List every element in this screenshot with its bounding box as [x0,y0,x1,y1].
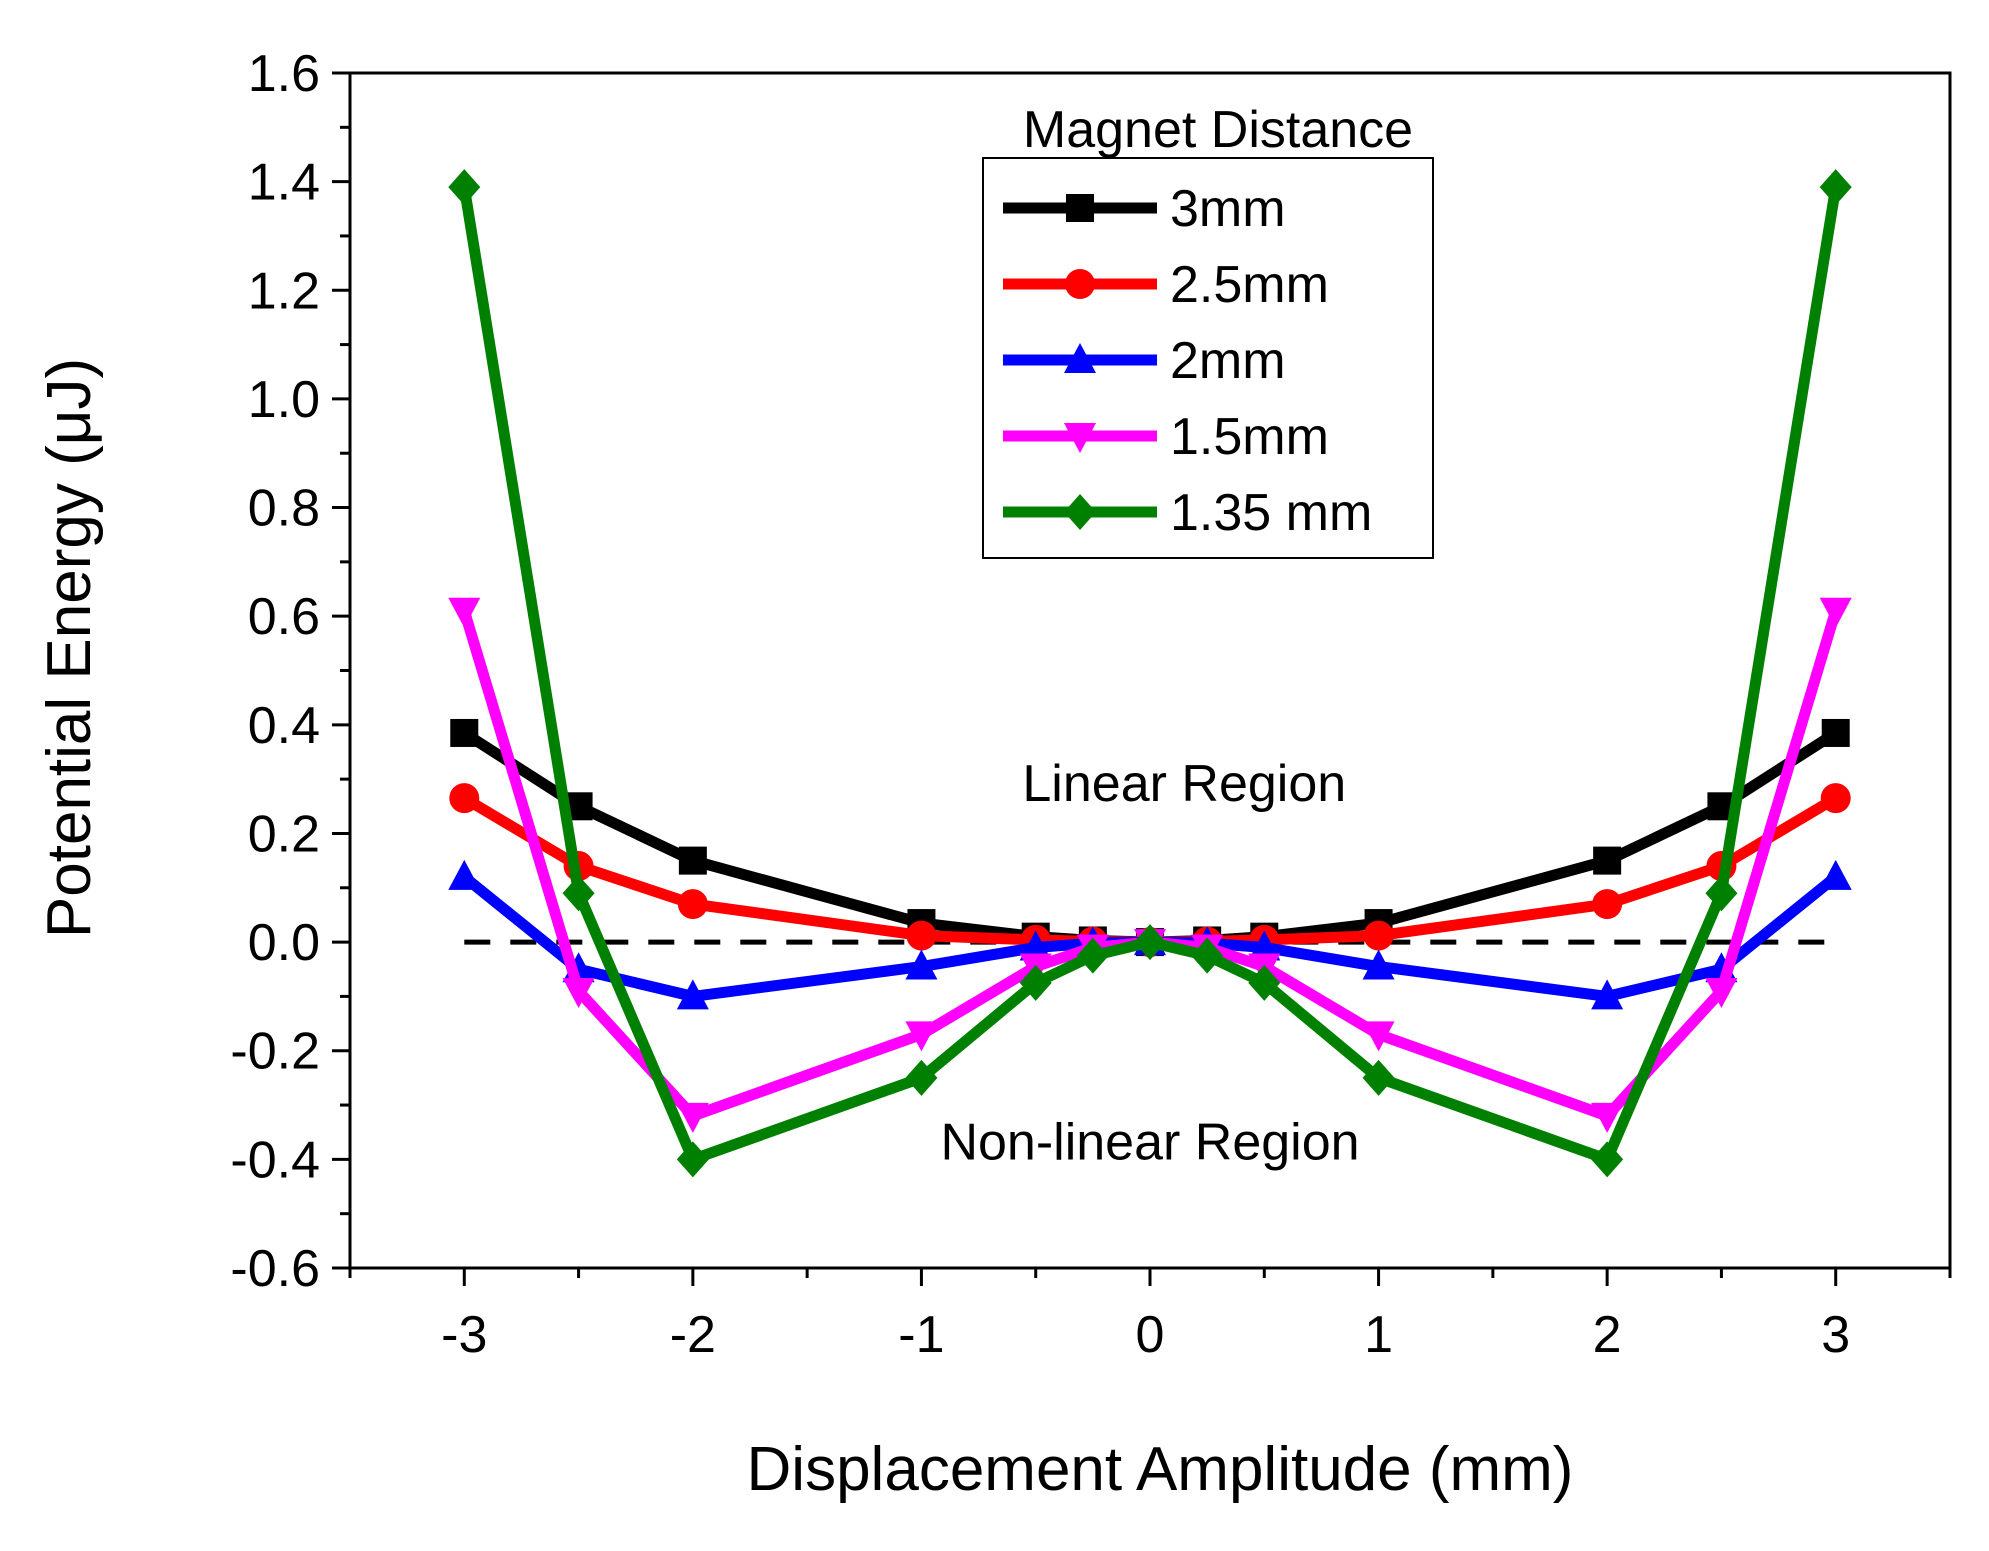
data-point [1593,846,1622,875]
x-tick-label: -3 [441,1306,487,1364]
series-1-35mm [448,169,1852,1178]
data-point [906,920,937,951]
data-point [448,859,481,890]
data-point [562,875,595,912]
legend-marker [1066,194,1094,222]
data-point [1363,920,1394,951]
x-tick-label: 1 [1364,1306,1393,1364]
data-point [676,979,709,1010]
data-point [1705,977,1738,1008]
data-point [1362,1059,1395,1096]
data-point [676,1102,709,1133]
legend-label: 3mm [1170,180,1286,238]
legend-marker [1065,269,1095,299]
data-point [450,718,479,747]
annotation-linear-region: Linear Region [1022,755,1346,813]
y-tick-label: 0.6 [248,588,320,646]
data-point [905,1059,938,1096]
data-point [1591,1102,1624,1133]
data-point [1821,718,1850,747]
data-point [676,1141,709,1178]
x-tick-label: -1 [898,1306,944,1364]
data-point [1019,930,1052,961]
legend-marker [1064,423,1096,453]
data-point [1591,1141,1624,1178]
data-point [1820,783,1851,814]
legend-title: Magnet Distance [1023,101,1413,159]
x-tick-label: 3 [1821,1306,1850,1364]
data-point [1819,859,1852,890]
data-point [1819,597,1852,628]
series-1-5mm [448,597,1852,1133]
data-point [449,783,480,814]
data-point [905,949,938,980]
y-tick-label: 1.6 [248,45,320,103]
data-point [905,1021,938,1052]
y-tick-label: 1.4 [248,154,320,212]
y-tick-label: 0.8 [248,480,320,538]
y-tick-label: 1.0 [248,371,320,429]
y-tick-label: 0.0 [248,914,320,972]
data-point [562,977,595,1008]
data-point [1362,949,1395,980]
data-point [1591,979,1624,1010]
y-tick-label: 0.2 [248,805,320,863]
series-line [461,793,1839,948]
series-line [459,609,1841,1122]
legend-label: 1.35 mm [1170,484,1372,542]
data-point [1076,937,1109,974]
data-point [1592,889,1623,920]
data-point [448,169,481,206]
legend: Magnet Distance 3mm 2.5mm 2mm 1.5mm 1.35 mm [982,101,1434,559]
x-tick-label: 2 [1593,1306,1622,1364]
data-point [1362,1021,1395,1052]
data-point [678,846,707,875]
data-point [448,597,481,628]
x-tick-label: -2 [670,1306,716,1364]
data-point [1248,930,1281,961]
data-point [1191,937,1224,974]
legend-label: 2.5mm [1170,256,1329,314]
annotation-nonlinear-region: Non-linear Region [940,1113,1359,1171]
data-point [1248,964,1281,1001]
data-point [677,889,708,920]
data-point [1705,875,1738,912]
x-axis-title: Displacement Amplitude (mm) [747,1435,1574,1504]
y-tick-label: 0.4 [248,697,320,755]
y-axis-title: Potential Energy (μJ) [35,358,104,938]
y-tick-label: -0.6 [230,1240,320,1298]
legend-marker [1064,494,1096,530]
x-tick-label: 0 [1136,1306,1165,1364]
y-tick-label: 1.2 [248,262,320,320]
y-tick-label: -0.2 [230,1023,320,1081]
data-point [1819,169,1852,206]
legend-marker [1064,343,1096,373]
y-tick-label: -0.4 [230,1131,320,1189]
data-point [1134,924,1166,961]
legend-label: 1.5mm [1170,408,1329,466]
data-point [1019,964,1052,1001]
legend-label: 2mm [1170,332,1286,390]
